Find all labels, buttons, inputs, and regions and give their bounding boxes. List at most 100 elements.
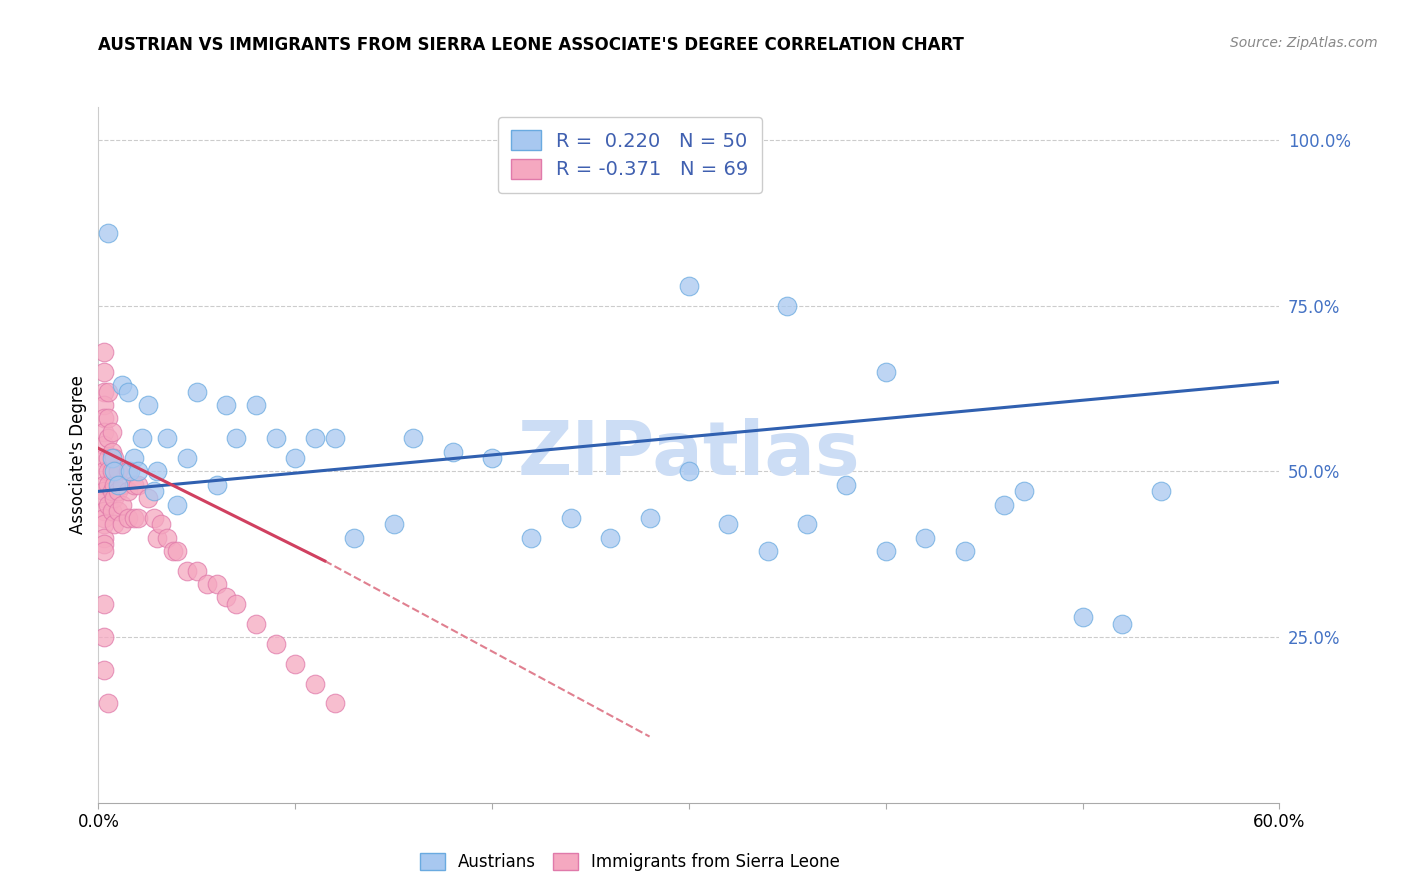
Point (264, 637, 287, 651)
Point (101, 484, 124, 499)
Point (103, 491, 125, 505)
Point (993, 498, 1015, 512)
Point (1150, 484, 1173, 499)
Point (205, 577, 228, 591)
Point (225, 431, 247, 445)
Point (93, 531, 115, 545)
Point (93, 425, 115, 439)
Point (93, 544, 115, 558)
Point (97, 465, 120, 479)
Point (107, 504, 129, 518)
Point (156, 431, 179, 445)
Point (245, 616, 267, 631)
Point (122, 477, 145, 491)
Point (225, 597, 247, 611)
Point (93, 384, 115, 399)
Point (97, 384, 120, 399)
Y-axis label: Associate's Degree: Associate's Degree (69, 376, 87, 534)
Point (323, 697, 346, 711)
Point (638, 511, 661, 525)
Point (97, 411, 120, 425)
Point (93, 537, 115, 551)
Point (176, 564, 198, 578)
Point (107, 465, 129, 479)
Point (142, 511, 165, 525)
Point (914, 531, 936, 545)
Point (875, 544, 897, 558)
Point (1111, 616, 1133, 631)
Point (117, 484, 139, 499)
Point (136, 491, 159, 505)
Point (1012, 484, 1035, 499)
Point (101, 444, 124, 458)
Point (402, 431, 425, 445)
Point (835, 477, 858, 491)
Point (122, 451, 145, 466)
Point (93, 451, 115, 466)
Point (166, 498, 188, 512)
Point (146, 465, 169, 479)
Point (1071, 610, 1094, 624)
Point (103, 477, 125, 491)
Point (176, 451, 198, 466)
Point (103, 465, 125, 479)
Point (156, 531, 179, 545)
Point (136, 398, 159, 412)
Point (111, 517, 134, 532)
Point (186, 384, 208, 399)
Point (107, 477, 129, 491)
Point (127, 477, 149, 491)
Point (97, 451, 120, 466)
Point (107, 484, 129, 499)
Point (323, 431, 346, 445)
Text: Source: ZipAtlas.com: Source: ZipAtlas.com (1230, 36, 1378, 50)
Point (875, 365, 897, 379)
Point (93, 345, 115, 359)
Point (142, 484, 165, 499)
Point (284, 657, 307, 671)
Point (93, 504, 115, 518)
Point (215, 591, 238, 605)
Point (131, 431, 153, 445)
Point (127, 511, 149, 525)
Point (93, 411, 115, 425)
Point (103, 517, 125, 532)
Point (127, 465, 149, 479)
Point (93, 630, 115, 644)
Point (162, 544, 184, 558)
Point (93, 465, 115, 479)
Point (953, 544, 976, 558)
Point (796, 517, 818, 532)
Point (97, 226, 120, 240)
Point (118, 465, 141, 479)
Point (93, 398, 115, 412)
Point (97, 697, 120, 711)
Point (205, 477, 228, 491)
Point (520, 531, 543, 545)
Point (97, 477, 120, 491)
Point (776, 299, 799, 313)
Point (304, 431, 326, 445)
Point (93, 491, 115, 505)
Legend: Austrians, Immigrants from Sierra Leone: Austrians, Immigrants from Sierra Leone (413, 847, 846, 878)
Point (382, 517, 405, 532)
Point (111, 378, 134, 392)
Point (150, 517, 173, 532)
Point (97, 498, 120, 512)
Point (93, 663, 115, 677)
Point (101, 504, 124, 518)
Point (195, 577, 218, 591)
Point (93, 517, 115, 532)
Point (93, 511, 115, 525)
Point (304, 676, 326, 690)
Point (481, 451, 503, 466)
Point (93, 477, 115, 491)
Point (101, 425, 124, 439)
Text: ZIPatlas: ZIPatlas (517, 418, 860, 491)
Point (117, 465, 139, 479)
Point (111, 477, 134, 491)
Point (264, 431, 287, 445)
Point (117, 511, 139, 525)
Point (101, 451, 124, 466)
Point (97, 431, 120, 445)
